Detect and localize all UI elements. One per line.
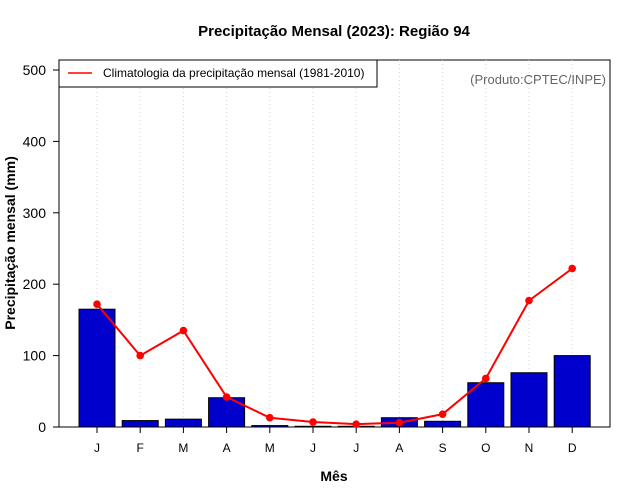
x-tick-label: M <box>178 441 188 455</box>
bar <box>121 420 159 428</box>
y-axis-label: Precipitação mensal (mm) <box>2 156 18 330</box>
x-tick-label: O <box>481 441 490 455</box>
climatology-point <box>309 418 317 426</box>
y-tick-label: 100 <box>23 348 47 364</box>
legend-label: Climatologia da precipitação mensal (198… <box>103 66 364 80</box>
bar <box>251 425 289 428</box>
climatology-point <box>136 351 144 360</box>
climatology-point <box>482 374 490 383</box>
climatology-point <box>222 393 231 401</box>
y-tick-label: 0 <box>38 419 46 435</box>
bar <box>294 425 332 428</box>
x-tick-label: A <box>395 441 403 455</box>
climatology-point <box>525 296 533 305</box>
x-tick-label: M <box>265 441 275 455</box>
x-tick-label: S <box>439 441 447 455</box>
climatology-line <box>96 267 573 426</box>
bar <box>510 372 548 428</box>
bar <box>553 355 591 428</box>
y-axis: 0 100 200 300 400 500 <box>23 62 59 435</box>
legend: Climatologia da precipitação mensal (198… <box>58 59 378 88</box>
bar <box>164 418 202 428</box>
climatology-point <box>438 410 447 418</box>
bar <box>424 420 462 428</box>
climatology-point <box>93 300 101 308</box>
x-tick-label: A <box>223 441 231 455</box>
y-tick-label: 400 <box>23 133 47 149</box>
climatology-point <box>352 420 361 428</box>
x-tick-label: D <box>568 441 577 455</box>
climatology-point <box>266 413 274 422</box>
y-tick-label: 300 <box>23 205 47 221</box>
x-tick-label: J <box>94 441 100 455</box>
x-tick-label: J <box>353 441 359 455</box>
legend-box <box>58 59 378 88</box>
climatology-point <box>568 264 576 273</box>
y-tick-label: 500 <box>23 62 47 78</box>
bar-series <box>78 308 591 428</box>
chart-title: Precipitação Mensal (2023): Região 94 <box>198 23 470 40</box>
credit-text: (Produto:CPTEC/INPE) <box>470 72 606 87</box>
bar <box>78 308 116 428</box>
grid-lines <box>96 60 573 427</box>
climatology-point <box>179 326 188 335</box>
climatology-series <box>93 264 576 428</box>
x-axis-label: Mês <box>320 468 347 484</box>
x-tick-label: N <box>525 441 534 455</box>
plot-frame <box>58 59 611 428</box>
x-tick-label: J <box>310 441 316 455</box>
bar <box>467 382 505 428</box>
climatology-point <box>395 418 404 427</box>
y-tick-label: 200 <box>23 276 47 292</box>
x-tick-label: F <box>137 441 144 455</box>
